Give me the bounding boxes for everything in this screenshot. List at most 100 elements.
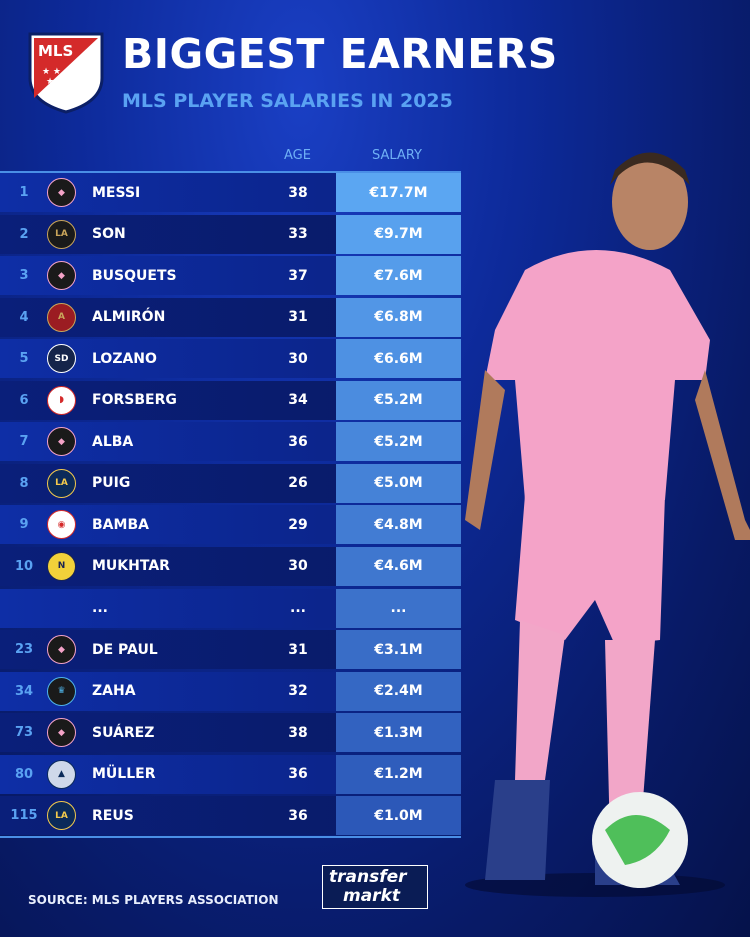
- rank: 5: [19, 351, 29, 367]
- player-salary: €4.8M: [336, 505, 461, 545]
- player-salary: €2.4M: [336, 671, 461, 711]
- age-header: AGE: [284, 148, 311, 163]
- table-row: 10 N MUKHTAR 30 €4.6M: [0, 546, 461, 586]
- player-name: LOZANO: [92, 350, 157, 367]
- table-row: 4 A ALMIRÓN 31 €6.8M: [0, 297, 461, 337]
- player-salary: €1.0M: [336, 796, 461, 836]
- player-salary: €4.6M: [336, 546, 461, 586]
- player-salary: €6.8M: [336, 297, 461, 337]
- player-age: 30: [288, 350, 308, 367]
- table-row: 73 ◆ SUÁREZ 38 €1.3M: [0, 713, 461, 753]
- player-salary: €1.3M: [336, 713, 461, 753]
- page-title: BIGGEST EARNERS: [122, 30, 558, 78]
- table-top-divider: [0, 171, 461, 173]
- club-crest-icon: SD: [47, 344, 76, 374]
- rank: 2: [19, 226, 29, 242]
- player-salary: €3.1M: [336, 630, 461, 670]
- rank: 34: [14, 683, 34, 699]
- player-name: MÜLLER: [92, 766, 156, 783]
- player-name: BAMBA: [92, 516, 149, 533]
- table-row: 2 LA SON 33 €9.7M: [0, 214, 461, 254]
- player-name: PUIG: [92, 475, 131, 492]
- rank: 8: [19, 475, 29, 491]
- player-salary: €7.6M: [336, 256, 461, 296]
- svg-text:★ ★: ★ ★: [42, 67, 61, 77]
- player-age: 29: [288, 516, 308, 533]
- player-age: ...: [290, 600, 306, 616]
- player-salary: €6.6M: [336, 339, 461, 379]
- player-name: REUS: [92, 807, 134, 824]
- table-bottom-divider: [0, 836, 461, 838]
- table-row: 1 ◆ MESSI 38 €17.7M: [0, 173, 461, 212]
- club-crest-icon: A: [47, 302, 76, 332]
- player-age: 26: [288, 475, 308, 492]
- salary-header: SALARY: [372, 148, 422, 163]
- club-crest-icon: ▲: [47, 759, 76, 789]
- table-row: 6 ◗ FORSBERG 34 €5.2M: [0, 380, 461, 420]
- table-row: 3 ◆ BUSQUETS 37 €7.6M: [0, 256, 461, 296]
- club-crest-icon: N: [47, 551, 76, 581]
- player-name: SON: [92, 226, 126, 243]
- table-row: 9 ◉ BAMBA 29 €4.8M: [0, 505, 461, 545]
- table-row: 23 ◆ DE PAUL 31 €3.1M: [0, 630, 461, 670]
- player-name: ALBA: [92, 433, 134, 450]
- rank: 7: [19, 434, 29, 450]
- player-age: 30: [288, 558, 308, 575]
- club-crest-icon: ◆: [47, 427, 76, 457]
- player-age: 34: [288, 392, 308, 409]
- table-row: 8 LA PUIG 26 €5.0M: [0, 463, 461, 503]
- transfermarkt-logo: transfer markt: [322, 865, 428, 909]
- player-salary: €5.0M: [336, 463, 461, 503]
- svg-text:MLS: MLS: [38, 42, 73, 60]
- table-row: .........: [0, 588, 461, 628]
- club-crest-icon: ◆: [47, 178, 76, 207]
- club-crest-icon: ◗: [47, 385, 76, 415]
- player-name: SUÁREZ: [92, 724, 155, 741]
- rank: 4: [19, 309, 29, 325]
- rank: 3: [19, 268, 29, 284]
- player-age: 38: [288, 724, 308, 741]
- club-crest-icon: ◆: [47, 718, 76, 748]
- rank: 80: [14, 766, 34, 782]
- player-photo: [455, 140, 750, 900]
- player-name: BUSQUETS: [92, 267, 177, 284]
- player-name: MUKHTAR: [92, 558, 170, 575]
- mls-logo: MLS ★ ★ ★: [26, 30, 106, 116]
- rank: 23: [14, 642, 34, 658]
- rank: 6: [19, 392, 29, 408]
- player-name: MESSI: [92, 184, 141, 201]
- rank: 1: [19, 185, 29, 200]
- rank: 73: [14, 725, 34, 741]
- player-age: 38: [288, 184, 308, 201]
- rank: 9: [19, 517, 29, 533]
- svg-text:★: ★: [46, 77, 54, 87]
- club-crest-icon: LA: [47, 801, 76, 831]
- rank: 115: [10, 808, 38, 824]
- club-crest-icon: LA: [47, 468, 76, 498]
- club-crest-icon: ♛: [47, 676, 76, 706]
- player-name: ALMIRÓN: [92, 309, 166, 326]
- table-row: 80 ▲ MÜLLER 36 €1.2M: [0, 754, 461, 794]
- player-salary: ...: [336, 588, 461, 628]
- club-crest-icon: ◆: [47, 635, 76, 665]
- player-age: 36: [288, 807, 308, 824]
- table-row: 7 ◆ ALBA 36 €5.2M: [0, 422, 461, 462]
- player-age: 37: [288, 267, 308, 284]
- player-salary: €5.2M: [336, 422, 461, 462]
- table-row: 34 ♛ ZAHA 32 €2.4M: [0, 671, 461, 711]
- source-note: SOURCE: MLS PLAYERS ASSOCIATION: [28, 893, 279, 907]
- table-row: 115 LA REUS 36 €1.0M: [0, 796, 461, 836]
- club-crest-icon: ◆: [47, 261, 76, 291]
- player-name: FORSBERG: [92, 392, 177, 409]
- player-name: DE PAUL: [92, 641, 158, 658]
- player-age: 31: [288, 309, 308, 326]
- table-row: 5 SD LOZANO 30 €6.6M: [0, 339, 461, 379]
- player-age: 31: [288, 641, 308, 658]
- club-crest-icon: LA: [47, 219, 76, 249]
- club-crest-icon: ◉: [47, 510, 76, 540]
- player-salary: €9.7M: [336, 214, 461, 254]
- player-salary: €17.7M: [336, 173, 461, 212]
- player-salary: €1.2M: [336, 754, 461, 794]
- player-name: ZAHA: [92, 683, 136, 700]
- player-age: 33: [288, 226, 308, 243]
